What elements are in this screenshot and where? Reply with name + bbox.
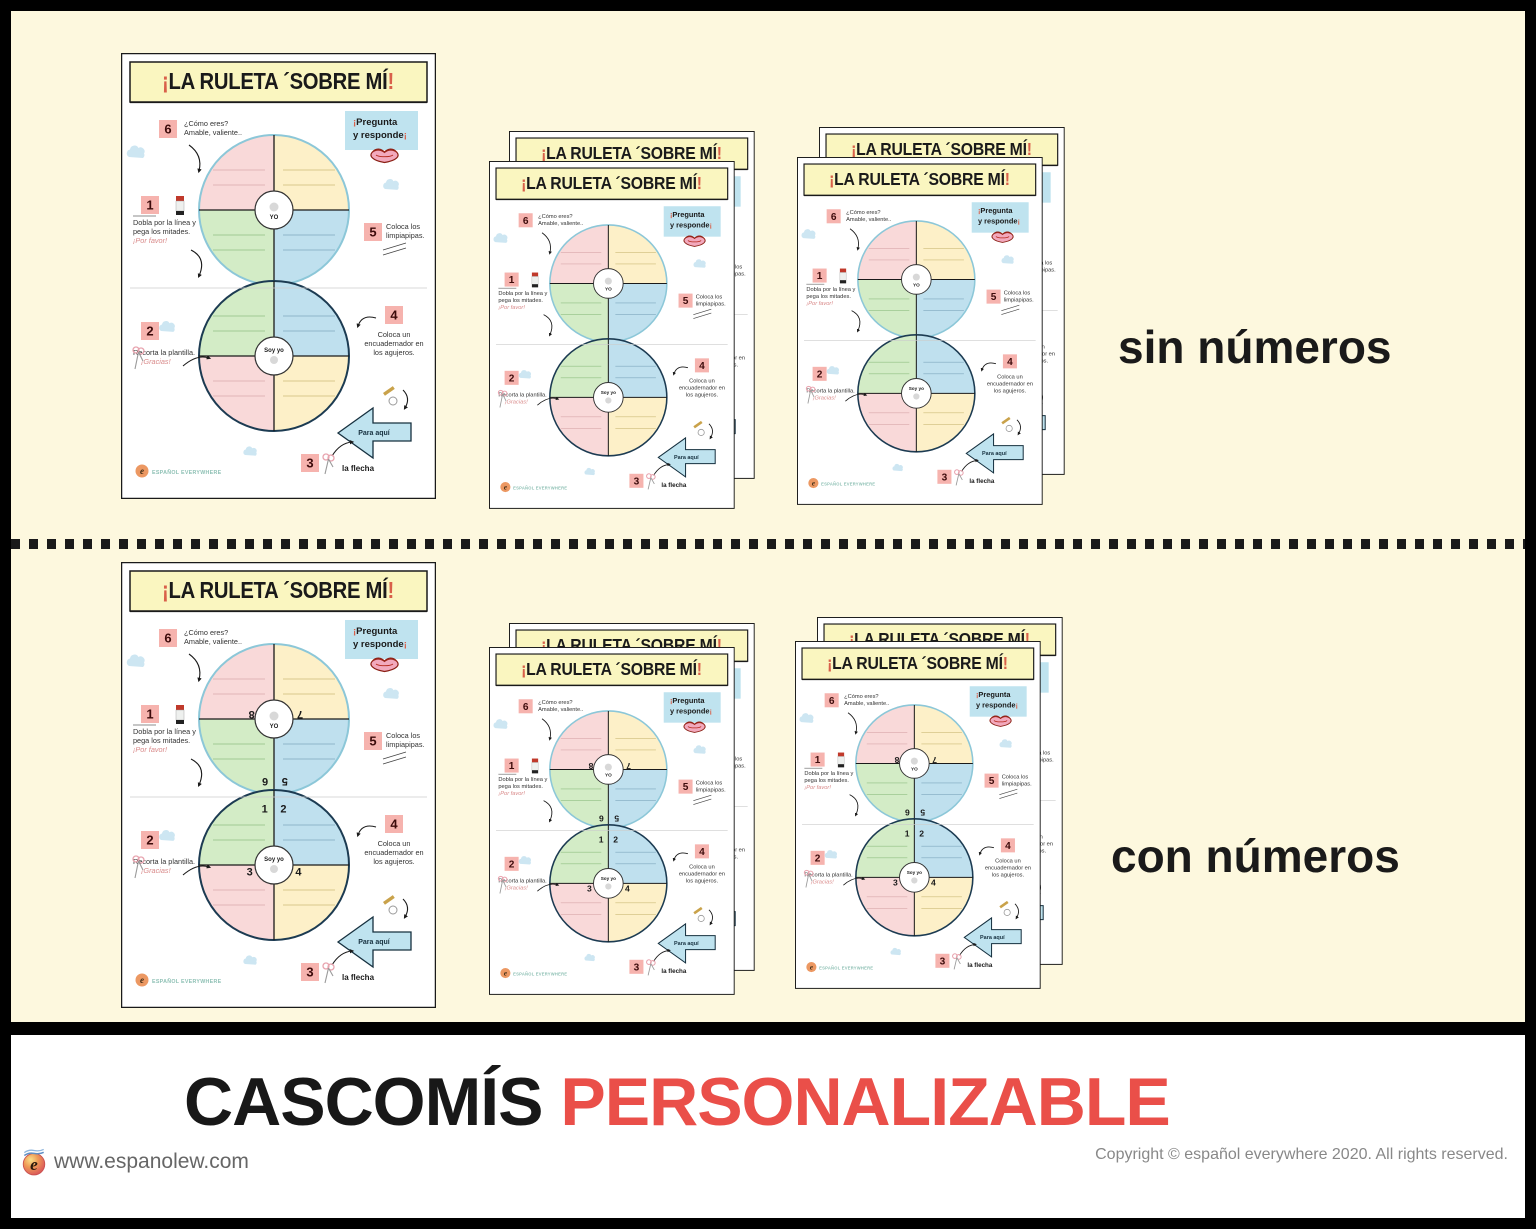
- svg-text:e: e: [30, 1155, 38, 1174]
